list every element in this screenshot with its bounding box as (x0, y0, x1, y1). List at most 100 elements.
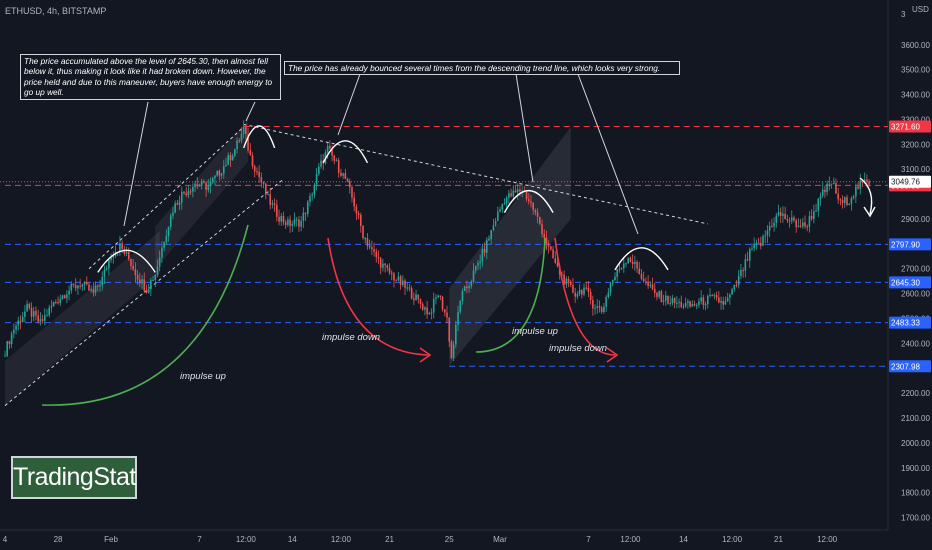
candle-body (10, 333, 13, 345)
candle-body (667, 295, 669, 304)
candle-body (377, 257, 380, 259)
candle-body (497, 211, 499, 222)
candle-body (839, 199, 842, 201)
candle-body (337, 160, 340, 173)
candle-body (446, 312, 448, 318)
candle-body (718, 297, 720, 303)
candle-body (565, 278, 568, 285)
candle-body (828, 183, 831, 185)
candle-body (563, 274, 565, 285)
candle-body (28, 303, 31, 308)
candle-body (614, 276, 616, 280)
candle-body (609, 283, 612, 293)
candle-body (687, 301, 689, 303)
impulse-up-curve-2 (475, 237, 546, 353)
candle-body (494, 221, 497, 226)
candle-body (165, 236, 168, 243)
candle-body (547, 244, 550, 247)
level-price-label: 3271.60 (891, 123, 920, 132)
candle-body (868, 181, 870, 185)
level-price-tag (889, 316, 931, 329)
candle-body (189, 191, 192, 193)
candle-body (320, 160, 322, 167)
candle-body (169, 215, 172, 228)
candle-body (240, 133, 243, 141)
swing-top-arc (503, 189, 554, 213)
candle-body (273, 203, 276, 205)
candle-body (282, 216, 285, 223)
candle-body (127, 251, 130, 260)
candle-body (603, 306, 605, 313)
projection-arrow (859, 177, 873, 215)
candle-body (576, 294, 579, 297)
candle-body (108, 259, 110, 269)
candle-body (459, 300, 462, 313)
top-annotation-note: The price has already bounced several ti… (284, 61, 680, 76)
candle-body (757, 242, 760, 244)
candle-body (474, 265, 477, 271)
top-note-pointer-3 (577, 73, 639, 235)
candle-body (525, 191, 528, 200)
candle-body (90, 289, 92, 291)
candle-body (26, 303, 28, 312)
candle-body (280, 216, 283, 222)
candle-body (802, 222, 804, 227)
candle-body (382, 263, 384, 268)
x-tick-label: 14 (288, 535, 297, 544)
candle-body (863, 179, 866, 183)
candle-body (642, 278, 645, 282)
candle-body (499, 209, 501, 212)
candle-body (196, 184, 199, 186)
candle-body (605, 296, 607, 307)
candle-body (393, 273, 395, 281)
candle-body (760, 242, 762, 246)
candle-body (276, 204, 278, 217)
candle-body (331, 148, 333, 156)
candle-body (788, 220, 791, 222)
candle-body (178, 202, 181, 205)
candle-body (773, 222, 775, 227)
candle-body (362, 225, 364, 239)
axis-multiplier: 3 (901, 10, 906, 19)
candle-body (629, 257, 632, 262)
candle-body (110, 257, 112, 260)
candle-body (684, 302, 687, 307)
candle-body (837, 193, 839, 200)
candle-body (479, 261, 481, 263)
candle-body (470, 281, 473, 286)
candle-body (198, 185, 201, 187)
candle-body (521, 190, 523, 192)
candle-body (242, 127, 245, 134)
candle-body (371, 247, 373, 250)
candle-body (861, 180, 864, 183)
level-price-tag (889, 120, 931, 133)
candle-body (660, 291, 663, 303)
candle-body (443, 309, 446, 313)
candle-body (421, 304, 424, 310)
candle-body (119, 243, 121, 253)
candle-body (97, 285, 99, 287)
candle-body (68, 290, 70, 295)
candle-body (859, 180, 862, 189)
candle-body (101, 276, 104, 286)
candle-body (388, 267, 391, 273)
candle-body (57, 302, 59, 304)
candle-body (353, 197, 355, 207)
x-tick-label: 12:00 (722, 535, 743, 544)
symbol-header[interactable]: ETHUSD, 4h, BITSTAMP (5, 6, 107, 16)
y-tick-label: 2600.00 (901, 290, 930, 299)
candle-body (172, 212, 174, 216)
candle-body (751, 248, 753, 250)
candle-body (855, 186, 857, 197)
candle-body (844, 197, 846, 204)
candle-body (72, 283, 75, 286)
candle-body (817, 198, 820, 211)
y-tick-label: 2400.00 (901, 339, 930, 348)
candle-body (271, 203, 274, 205)
candle-body (262, 182, 265, 184)
candle-body (315, 173, 318, 185)
candle-body (222, 165, 225, 174)
impulse-up-curve-1 (41, 224, 249, 406)
